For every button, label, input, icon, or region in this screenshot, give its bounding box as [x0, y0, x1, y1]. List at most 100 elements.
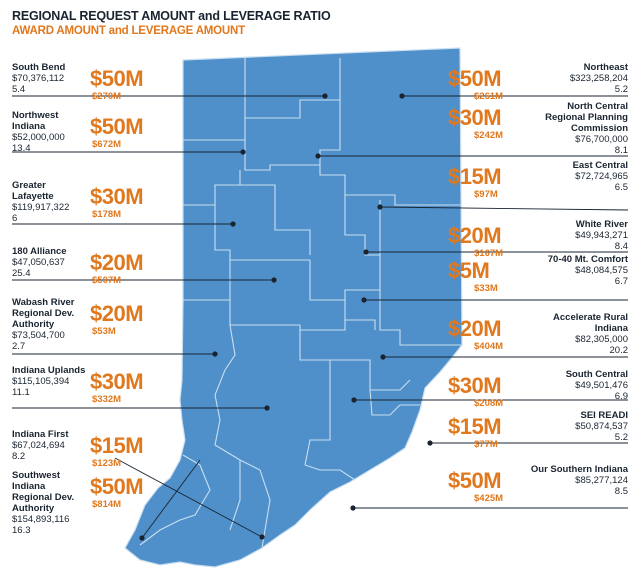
region-70-40-mt-comfort: $5M $33M 70-40 Mt. Comfort $48,084,575 6…	[448, 254, 628, 312]
leverage-ratio: 13.4	[12, 143, 31, 154]
leader-line	[379, 206, 629, 211]
request-amount: $76,700,000	[575, 134, 628, 145]
award-amount: $15M	[448, 414, 502, 439]
leverage-amount: $208M	[474, 398, 504, 409]
region-border	[344, 300, 376, 330]
leverage-ratio: 6	[12, 213, 18, 224]
region-name: 180 Alliance	[12, 246, 67, 257]
leverage-ratio: 20.2	[609, 345, 629, 356]
leverage-amount: $33M	[474, 283, 498, 294]
region-marker	[322, 93, 328, 99]
region-name: Indiana Uplands	[12, 365, 86, 376]
region-info: South Central $49,501,476 6.9	[528, 369, 628, 402]
region-indiana-first: Indiana First $67,024,694 8.2 $15M $123M	[12, 429, 202, 487]
region-marker	[271, 277, 277, 283]
leverage-ratio: 5.2	[614, 432, 628, 443]
region-marker	[427, 440, 433, 446]
region-info: White River $49,943,271 8.4	[528, 219, 628, 252]
region-border	[369, 389, 420, 416]
region-accelerate-rural-indiana: $20M $404M Accelerate Rural Indiana $82,…	[448, 312, 628, 370]
region-marker	[240, 149, 246, 155]
region-info: East Central $72,724,965 6.5	[528, 160, 628, 193]
region-white-river: $20M $167M White River $49,943,271 8.4	[448, 219, 628, 277]
region-marker	[139, 535, 145, 541]
leverage-ratio: 5.2	[614, 84, 628, 95]
region-greater-lafayette: Greater Lafayette $119,917,322 6 $30M $1…	[12, 180, 202, 238]
region-southwest-indiana: Southwest Indiana Regional Dev. Authorit…	[12, 470, 202, 536]
region-border	[240, 184, 311, 255]
request-amount: $50,874,537	[575, 421, 628, 432]
region-name: SEI READI	[580, 410, 628, 421]
region-info: Southwest Indiana Regional Dev. Authorit…	[12, 470, 87, 536]
region-name: South Bend	[12, 62, 66, 73]
region-indiana-uplands: Indiana Uplands $115,105,394 11.1 $30M $…	[12, 365, 202, 423]
region-name: South Central	[565, 369, 628, 380]
award-amount: $30M	[90, 184, 144, 209]
region-border	[304, 375, 331, 466]
region-info: Indiana Uplands $115,105,394 11.1	[12, 365, 87, 398]
request-amount: $72,724,965	[575, 171, 628, 182]
region-border	[183, 170, 241, 206]
region-marker	[380, 354, 386, 360]
leader-lines	[12, 93, 629, 541]
region-info: Our Southern Indiana $85,277,124 8.5	[528, 464, 628, 497]
leverage-amount: $261M	[474, 91, 504, 102]
leverage-amount: $404M	[474, 341, 504, 352]
region-name: Indiana First	[12, 429, 69, 440]
region-180-alliance: 180 Alliance $47,050,637 25.4 $20M $507M	[12, 246, 202, 304]
region-border	[183, 118, 246, 141]
region-our-southern-indiana: $50M $425M Our Southern Indiana $85,277,…	[448, 464, 628, 522]
region-border	[229, 260, 346, 331]
leader-line	[114, 457, 263, 538]
leverage-ratio: 8.2	[12, 451, 26, 462]
award-amount: $50M	[448, 468, 502, 493]
award-amount: $15M	[448, 164, 502, 189]
leverage-amount: $123M	[92, 458, 122, 469]
leverage-ratio: 2.7	[12, 341, 26, 352]
region-marker	[350, 505, 356, 511]
region-info: Wabash River Regional Dev. Authority $73…	[12, 297, 87, 352]
request-amount: $48,084,575	[575, 265, 628, 276]
region-name: White River	[575, 219, 628, 230]
region-marker	[212, 351, 218, 357]
request-amount: $47,050,637	[12, 257, 65, 268]
region-marker	[351, 397, 357, 403]
leverage-ratio: 25.4	[12, 268, 31, 279]
page-title: REGIONAL REQUEST AMOUNT and LEVERAGE RAT…	[12, 9, 331, 23]
request-amount: $73,504,700	[12, 330, 65, 341]
region-border	[244, 58, 341, 119]
request-amount: $85,277,124	[575, 475, 628, 486]
indiana-state-shape	[124, 47, 463, 568]
region-south-bend: South Bend $70,376,112 5.4 $50M $270M	[12, 62, 202, 120]
region-marker	[315, 153, 321, 159]
region-east-central: $15M $97M East Central $72,724,965 6.5	[448, 160, 628, 218]
leverage-amount: $270M	[92, 91, 122, 102]
region-info: Northeast $323,258,204 5.2	[528, 62, 628, 95]
leader-line	[141, 459, 201, 539]
region-info: North Central Regional Planning Commissi…	[528, 101, 628, 156]
region-border	[299, 330, 331, 375]
region-name: North Central Regional Planning Commissi…	[545, 101, 628, 134]
region-borders	[139, 58, 462, 549]
region-border	[214, 444, 271, 549]
region-info: Northwest Indiana $52,000,000 13.4	[12, 110, 87, 154]
request-amount: $154,893,116	[12, 514, 70, 525]
leverage-amount: $242M	[474, 130, 504, 141]
region-northeast: $50M $261M Northeast $323,258,204 5.2	[448, 62, 628, 120]
region-name: Southwest Indiana Regional Dev. Authorit…	[12, 470, 75, 514]
request-amount: $49,501,476	[575, 380, 628, 391]
award-amount: $20M	[90, 250, 144, 275]
leverage-ratio: 6.7	[614, 276, 628, 287]
request-amount: $119,917,322	[12, 202, 70, 213]
leverage-amount: $178M	[92, 209, 122, 220]
leverage-amount: $53M	[92, 326, 116, 337]
region-name: Wabash River Regional Dev. Authority	[12, 297, 75, 330]
region-name: East Central	[572, 160, 628, 171]
award-amount: $15M	[90, 433, 144, 458]
leverage-ratio: 16.3	[12, 525, 31, 536]
request-amount: $323,258,204	[569, 73, 628, 84]
leverage-ratio: 6.5	[614, 182, 628, 193]
award-amount: $20M	[90, 301, 144, 326]
award-amount: $50M	[448, 66, 502, 91]
